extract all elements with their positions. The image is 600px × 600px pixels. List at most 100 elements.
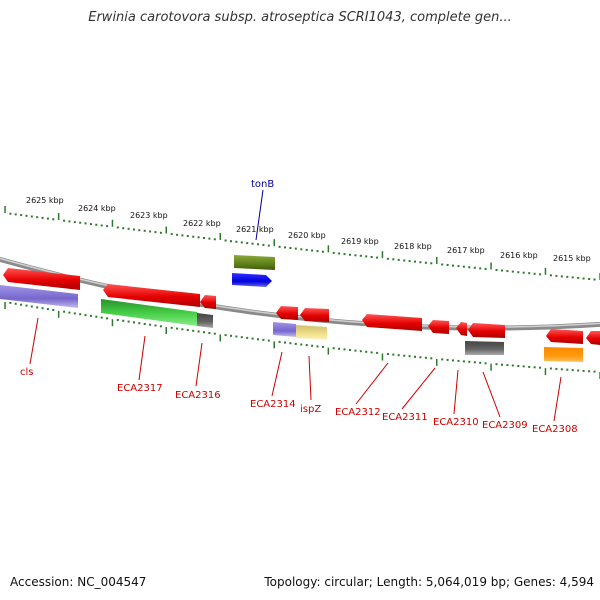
ruler-minor-tick [106, 317, 109, 320]
ruler-minor-tick [555, 274, 558, 277]
ruler-major-tick [219, 232, 221, 240]
ruler-minor-tick [522, 365, 525, 368]
gene-label-tonb[interactable]: tonB [251, 179, 274, 190]
ruler-minor-tick [457, 265, 460, 268]
ruler-minor-tick [566, 275, 569, 278]
ruler-minor-tick [46, 308, 49, 311]
ruler-minor-tick [240, 241, 243, 244]
ruler-minor-tick [100, 224, 103, 227]
ruler-label: 2620 kbp [288, 231, 326, 240]
ruler-minor-tick [149, 230, 152, 233]
ruler-major-tick [165, 327, 167, 334]
gene-label-ispz[interactable]: ispZ [300, 404, 321, 415]
ruler-minor-tick [154, 324, 157, 327]
gene-label-eca2309[interactable]: ECA2309 [482, 420, 528, 431]
gene-label-cls[interactable]: cls [20, 367, 34, 378]
ruler-minor-tick [311, 344, 314, 347]
gene-feature-eca2311-red[interactable] [428, 320, 449, 334]
ruler-label: 2618 kbp [394, 242, 432, 251]
ruler-minor-tick [203, 237, 205, 239]
gene-label-eca2311[interactable]: ECA2311 [382, 412, 428, 423]
ruler-minor-tick [36, 306, 39, 309]
ruler-major-tick [544, 267, 547, 275]
ruler-minor-tick [68, 220, 71, 223]
gene-feature-eca2317-green[interactable] [101, 299, 197, 326]
gene-label-eca2312[interactable]: ECA2312 [335, 407, 381, 418]
gene-feature-eca2308-red[interactable] [546, 329, 583, 344]
ruler-minor-tick [52, 218, 55, 221]
ruler-minor-tick [495, 269, 498, 271]
ruler-minor-tick [593, 278, 596, 281]
ruler-minor-tick [501, 363, 503, 366]
ruler-label: 2621 kbp [236, 225, 274, 234]
ruler-minor-tick [376, 256, 379, 259]
ruler-minor-tick [9, 212, 12, 215]
gene-feature-eca2316-gray[interactable] [197, 313, 213, 328]
ruler-minor-tick [511, 364, 514, 367]
gene-feature-tonb-olive[interactable] [234, 255, 275, 270]
ruler-minor-tick [359, 350, 362, 353]
ruler-minor-tick [181, 328, 184, 331]
gene-label-eca2314[interactable]: ECA2314 [250, 399, 296, 410]
ruler-minor-tick [127, 320, 130, 323]
ruler-minor-tick [133, 228, 135, 231]
ruler-minor-tick [25, 304, 28, 307]
gene-feature-eca2309-gray[interactable] [465, 341, 504, 355]
gene-feature-tonb-blue[interactable] [232, 273, 272, 287]
ruler-minor-tick [365, 255, 368, 258]
gene-feature-eca2308-orange[interactable] [544, 347, 583, 362]
ruler-minor-tick [208, 332, 211, 334]
gene-feature-eca2312-red[interactable] [362, 314, 422, 331]
ruler-minor-tick [582, 277, 585, 280]
gene-feature-eca2314-red[interactable] [276, 306, 298, 320]
ruler-minor-tick [560, 368, 563, 371]
topology-stats-text: Topology: circular; Length: 5,064,019 bp… [264, 575, 594, 589]
gene-feature-ispz-red[interactable] [300, 308, 329, 322]
ruler-minor-tick [203, 331, 205, 334]
gene-feature-cls-purple[interactable] [0, 285, 78, 308]
forward-strand-features [232, 255, 275, 287]
ruler-minor-tick [230, 240, 232, 243]
ruler-minor-tick [517, 271, 520, 274]
ruler-minor-tick [267, 244, 270, 247]
ruler-minor-tick [143, 323, 146, 325]
ruler-minor-tick [41, 307, 44, 310]
ruler-minor-tick [452, 359, 454, 362]
ruler-minor-tick [25, 214, 28, 217]
genome-backbone [0, 256, 600, 331]
ruler-minor-tick [462, 265, 465, 268]
gene-feature-eca2310-red[interactable] [456, 322, 467, 336]
ruler-minor-tick [143, 229, 146, 232]
ruler-minor-tick [316, 345, 319, 348]
gene-label-eca2316[interactable]: ECA2316 [175, 390, 221, 401]
ruler-minor-tick [392, 258, 395, 261]
ruler-minor-tick [235, 240, 238, 243]
ruler-minor-tick [321, 250, 324, 253]
ruler-minor-tick [170, 326, 173, 329]
gene-feature-ispz-yellow[interactable] [296, 325, 327, 340]
ruler-inner-ticks [4, 301, 600, 379]
leader-line-eca2316 [195, 342, 203, 387]
ruler-minor-tick [133, 321, 135, 324]
ruler-minor-tick [41, 216, 44, 219]
gene-feature-eca2314-purple[interactable] [273, 322, 296, 337]
gene-feature-eca2316-red[interactable] [200, 295, 216, 309]
gene-label-eca2317[interactable]: ECA2317 [117, 383, 163, 394]
ruler-minor-tick [213, 332, 216, 335]
ruler-minor-tick [116, 226, 119, 229]
ruler-major-tick [381, 353, 384, 361]
ruler-major-tick [165, 226, 167, 234]
ruler-major-tick [4, 302, 6, 309]
ruler-major-tick [4, 206, 6, 213]
gene-label-eca2310[interactable]: ECA2310 [433, 417, 479, 428]
gene-feature-eca2317-red[interactable] [103, 284, 200, 307]
gene-feature-cls-red[interactable] [3, 268, 80, 290]
ruler-minor-tick [338, 347, 341, 350]
gene-label-eca2308[interactable]: ECA2308 [532, 424, 578, 435]
reverse-strand-features [0, 268, 600, 362]
ruler-minor-tick [73, 312, 76, 315]
gene-feature-eca2309-red[interactable] [468, 323, 505, 338]
ruler-minor-tick [593, 370, 596, 373]
gene-feature-edge-red[interactable] [586, 331, 600, 345]
